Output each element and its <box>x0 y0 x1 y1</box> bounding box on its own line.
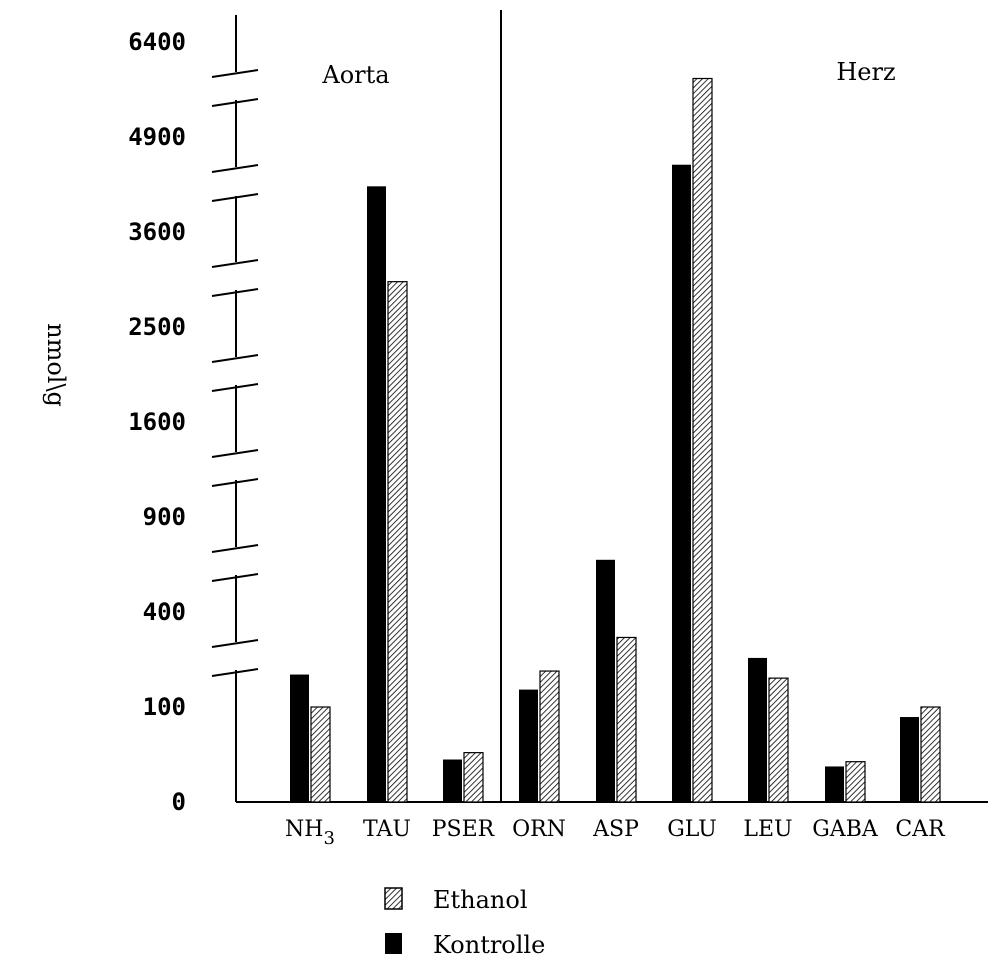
bar-kontrolle <box>519 689 538 802</box>
x-tick-label: ASP <box>592 817 639 842</box>
axis-break-mark <box>211 98 259 107</box>
legend-label-ethanol: Ethanol <box>433 886 528 914</box>
y-tick-label: 3600 <box>128 218 186 246</box>
axis-break-mark <box>211 478 259 487</box>
legend: Ethanol Kontrolle <box>384 886 545 959</box>
x-tick-label: CAR <box>895 817 946 842</box>
bar-ethanol <box>310 706 331 803</box>
x-tick-label: TAU <box>363 817 411 842</box>
axis-break-mark <box>211 668 259 677</box>
legend-swatch-ethanol <box>384 887 403 910</box>
bar-ethanol <box>845 761 866 803</box>
y-tick-labels: 0 100 400 900 1600 2500 3600 4900 6400 <box>128 28 186 816</box>
bar-kontrolle <box>443 759 462 802</box>
x-tick-label: PSER <box>432 817 496 842</box>
y-tick-label: 100 <box>143 693 186 721</box>
bar-kontrolle <box>900 717 919 802</box>
bar-ethanol <box>387 281 408 803</box>
y-axis <box>211 15 259 802</box>
y-tick-label: 2500 <box>128 313 186 341</box>
x-tick-label: GLU <box>667 817 717 842</box>
x-tick-label: GABA <box>812 817 879 842</box>
y-tick-label: 6400 <box>128 28 186 56</box>
bar-kontrolle <box>748 657 767 802</box>
bar-ethanol <box>768 677 789 803</box>
axis-break-mark <box>211 288 259 297</box>
y-tick-label: 0 <box>172 788 186 816</box>
bar-kontrolle <box>672 164 691 802</box>
bar-kontrolle <box>367 186 386 802</box>
axis-break-mark <box>211 193 259 202</box>
axis-break-mark <box>211 259 259 268</box>
y-tick-label: 400 <box>143 598 186 626</box>
bar-kontrolle <box>825 766 844 802</box>
legend-label-kontrolle: Kontrolle <box>433 931 545 959</box>
y-tick-label: 900 <box>143 503 186 531</box>
axis-break-mark <box>211 544 259 553</box>
x-tick-label-subscript: 3 <box>323 828 334 849</box>
axis-break-mark <box>211 383 259 392</box>
x-tick-label: LEU <box>743 817 792 842</box>
axis-break-mark <box>211 354 259 363</box>
panel-label-herz: Herz <box>836 58 895 86</box>
bar-ethanol <box>463 752 484 803</box>
axis-break-mark <box>211 69 259 78</box>
axis-break-mark <box>211 573 259 582</box>
bar-ethanol <box>692 77 713 803</box>
bar-kontrolle <box>596 559 615 802</box>
y-axis-label: nmol\g <box>42 323 70 407</box>
axis-break-mark <box>211 449 259 458</box>
y-tick-label: 4900 <box>128 123 186 151</box>
x-tick-label: ORN <box>512 817 566 842</box>
axis-break-mark <box>211 164 259 173</box>
legend-swatch-kontrolle <box>385 933 402 954</box>
bar-kontrolle <box>290 674 309 802</box>
panel-label-aorta: Aorta <box>321 61 389 89</box>
x-tick-labels: NH3 TAU PSER ORN ASP GLU LEU GABA CAR <box>285 817 946 849</box>
x-tick-label: NH3 <box>285 817 335 849</box>
bar-ethanol <box>539 670 560 803</box>
bars <box>290 77 941 803</box>
axis-break-mark <box>211 639 259 648</box>
bar-ethanol <box>616 636 637 803</box>
y-tick-label: 1600 <box>128 408 186 436</box>
bar-ethanol <box>920 706 941 803</box>
